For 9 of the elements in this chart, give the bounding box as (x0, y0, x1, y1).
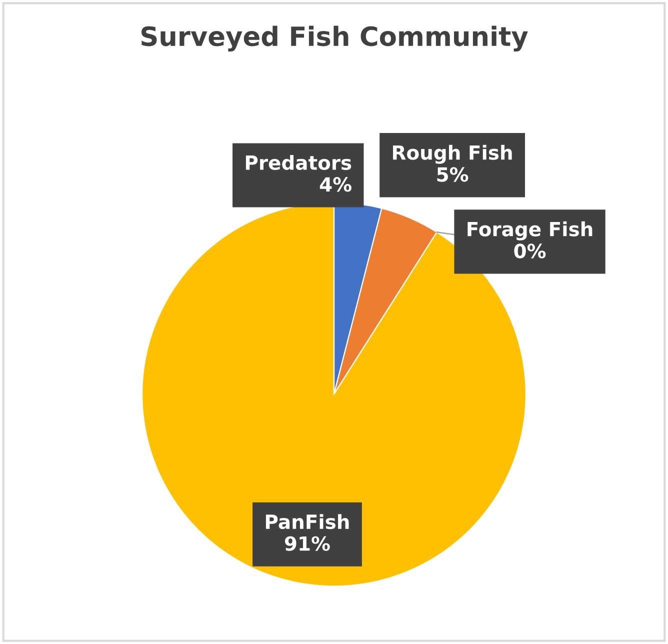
category-label: Forage Fish (468, 221, 592, 240)
slice-label: PanFish (266, 514, 349, 530)
slice-label: Predators (246, 154, 352, 170)
chart-title: Surveyed Fish Community (142, 26, 528, 52)
data-label: 91% (284, 536, 330, 551)
text: 0% (514, 244, 546, 258)
data-label: 4% (320, 177, 352, 192)
slice-label: Rough Fish (393, 144, 512, 164)
data-label: 5% (437, 167, 468, 182)
